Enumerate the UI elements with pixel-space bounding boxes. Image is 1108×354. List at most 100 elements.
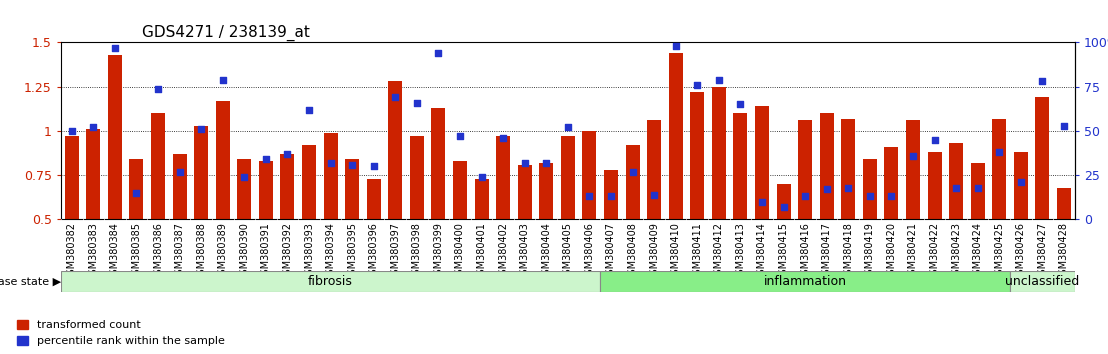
- Text: GSM380389: GSM380389: [217, 222, 228, 281]
- Bar: [690, 92, 705, 219]
- Text: GSM380382: GSM380382: [66, 222, 76, 281]
- Text: GSM380413: GSM380413: [736, 222, 746, 281]
- Point: [818, 187, 835, 192]
- Bar: [216, 101, 229, 219]
- Point: [537, 160, 555, 166]
- Bar: [777, 184, 791, 219]
- Point: [171, 169, 188, 175]
- Text: GSM380420: GSM380420: [886, 222, 896, 281]
- Bar: [130, 159, 143, 219]
- Point: [688, 82, 706, 88]
- Point: [645, 192, 663, 198]
- Point: [797, 194, 814, 199]
- Text: GSM380411: GSM380411: [692, 222, 702, 281]
- Point: [127, 190, 145, 196]
- Point: [451, 133, 469, 139]
- Bar: [1010, 271, 1075, 292]
- Text: GDS4271 / 238139_at: GDS4271 / 238139_at: [142, 25, 310, 41]
- Text: GSM380412: GSM380412: [714, 222, 724, 281]
- Text: GSM380422: GSM380422: [930, 222, 940, 281]
- Text: GSM380383: GSM380383: [89, 222, 99, 281]
- Text: inflammation: inflammation: [763, 275, 847, 288]
- Bar: [540, 163, 553, 219]
- Point: [516, 160, 534, 166]
- Legend: transformed count, percentile rank within the sample: transformed count, percentile rank withi…: [17, 320, 225, 346]
- Text: GSM380386: GSM380386: [153, 222, 163, 281]
- Text: GSM380427: GSM380427: [1037, 222, 1047, 281]
- Text: GSM380404: GSM380404: [542, 222, 552, 281]
- Point: [343, 162, 361, 167]
- Point: [106, 45, 124, 51]
- Point: [193, 126, 211, 132]
- Bar: [367, 179, 381, 219]
- Point: [667, 43, 685, 49]
- Point: [214, 77, 232, 82]
- Point: [63, 128, 81, 134]
- Bar: [280, 154, 295, 219]
- Bar: [711, 87, 726, 219]
- Point: [365, 164, 382, 169]
- Point: [991, 149, 1008, 155]
- Text: GSM380400: GSM380400: [455, 222, 465, 281]
- Bar: [324, 133, 338, 219]
- Text: GSM380418: GSM380418: [843, 222, 853, 281]
- Text: GSM380387: GSM380387: [175, 222, 185, 281]
- Bar: [107, 55, 122, 219]
- Text: GSM380417: GSM380417: [822, 222, 832, 281]
- Point: [602, 194, 619, 199]
- Text: GSM380407: GSM380407: [606, 222, 616, 281]
- Bar: [173, 154, 186, 219]
- Text: GSM380405: GSM380405: [563, 222, 573, 281]
- Point: [883, 194, 901, 199]
- Text: GSM380390: GSM380390: [239, 222, 249, 281]
- Point: [731, 102, 749, 107]
- Bar: [733, 113, 748, 219]
- Bar: [841, 119, 855, 219]
- Text: GSM380421: GSM380421: [907, 222, 919, 281]
- Text: GSM380398: GSM380398: [412, 222, 422, 281]
- Point: [558, 125, 576, 130]
- Bar: [971, 163, 985, 219]
- Text: GSM380385: GSM380385: [132, 222, 142, 281]
- Point: [1012, 179, 1029, 185]
- Text: disease state ▶: disease state ▶: [0, 276, 61, 286]
- Text: GSM380394: GSM380394: [326, 222, 336, 281]
- Point: [300, 107, 318, 113]
- Bar: [151, 113, 165, 219]
- Text: unclassified: unclassified: [1005, 275, 1079, 288]
- Point: [1034, 79, 1051, 84]
- Bar: [64, 136, 79, 219]
- Bar: [863, 159, 876, 219]
- Bar: [884, 147, 899, 219]
- Text: GSM380399: GSM380399: [433, 222, 443, 281]
- Bar: [798, 120, 812, 219]
- Point: [257, 156, 275, 162]
- Bar: [604, 170, 618, 219]
- Text: GSM380424: GSM380424: [973, 222, 983, 281]
- Bar: [626, 145, 639, 219]
- Bar: [496, 136, 510, 219]
- Text: GSM380391: GSM380391: [260, 222, 270, 281]
- Bar: [1057, 188, 1071, 219]
- Point: [861, 194, 879, 199]
- Bar: [86, 129, 101, 219]
- Text: GSM380410: GSM380410: [670, 222, 680, 281]
- Text: GSM380416: GSM380416: [800, 222, 810, 281]
- Point: [235, 174, 253, 180]
- Point: [473, 174, 491, 180]
- Text: GSM380403: GSM380403: [520, 222, 530, 281]
- Text: GSM380393: GSM380393: [304, 222, 314, 281]
- Bar: [517, 165, 532, 219]
- Point: [904, 153, 922, 159]
- Text: GSM380388: GSM380388: [196, 222, 206, 281]
- Point: [494, 135, 512, 141]
- Point: [947, 185, 965, 190]
- Bar: [927, 152, 942, 219]
- Point: [624, 169, 642, 175]
- Text: GSM380414: GSM380414: [757, 222, 767, 281]
- Text: GSM380419: GSM380419: [865, 222, 875, 281]
- Point: [387, 95, 404, 100]
- Point: [925, 137, 943, 143]
- Bar: [583, 131, 596, 219]
- Bar: [453, 161, 466, 219]
